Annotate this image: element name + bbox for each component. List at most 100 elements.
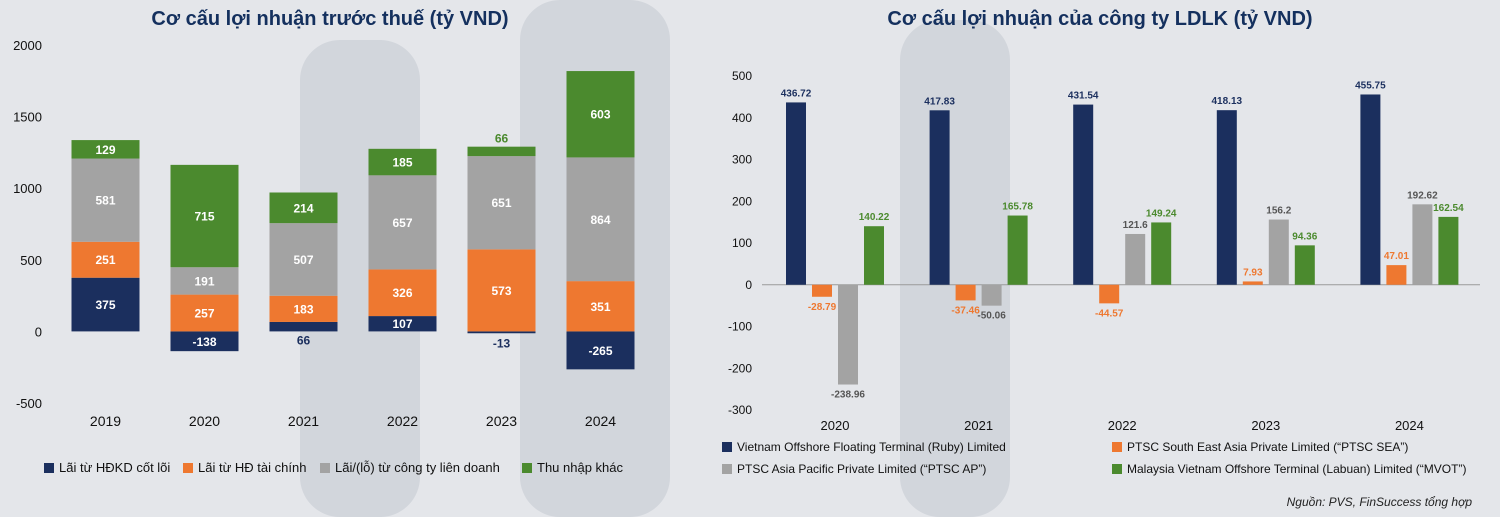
y-tick-label: 100 (732, 236, 752, 250)
bar (1242, 281, 1263, 285)
data-label: 107 (392, 317, 412, 331)
legend-swatch (522, 462, 532, 473)
left-legend-item: Thu nhập khác (522, 460, 623, 475)
right-chart-svg: -300 -200 -100 0 100 200 300 400 500 436.72 -28.79… (728, 69, 1480, 433)
left-chart-title: Cơ cấu lợi nhuận trước thuế (tỷ VND) (151, 8, 509, 30)
bar (812, 284, 832, 297)
bar (955, 284, 976, 301)
x-tick-label: 2024 (585, 413, 616, 429)
bar-segment (269, 321, 338, 332)
y-tick-label: 400 (732, 111, 752, 125)
bar-segment (467, 146, 536, 157)
data-label: 47.01 (1384, 251, 1409, 262)
bar (838, 284, 858, 385)
x-tick-label: 2022 (1108, 418, 1137, 433)
bar (1151, 222, 1172, 285)
data-label: 351 (590, 300, 610, 314)
legend-label: Thu nhập khác (537, 460, 624, 475)
left-legend: Lãi từ HĐKD cốt lõi Lãi từ HĐ tài chính … (0, 0, 660, 517)
y-tick-label: -500 (16, 396, 42, 411)
data-label: -37.46 (951, 305, 980, 316)
left-chart-panel: Cơ cấu lợi nhuận trước thuế (tỷ VND) -50… (0, 0, 660, 517)
data-label: 418.13 (1212, 96, 1243, 107)
data-label: 375 (95, 298, 115, 312)
x-tick-label: 2019 (90, 413, 121, 429)
bar (1386, 265, 1407, 285)
bar (1073, 104, 1094, 285)
bar-segment (71, 241, 140, 278)
data-label: -13 (493, 336, 511, 350)
data-label: 183 (293, 302, 313, 316)
x-tick-label: 2020 (821, 418, 850, 433)
y-tick-label: 200 (732, 194, 752, 208)
x-tick-label: 2023 (1251, 418, 1280, 433)
bar (1125, 233, 1146, 285)
legend-swatch (320, 462, 330, 473)
legend-swatch (722, 442, 732, 452)
bar (1412, 204, 1433, 285)
legend-label: PTSC Asia Pacific Private Limited (“PTSC… (737, 462, 987, 476)
data-label: -50.06 (977, 311, 1006, 322)
data-label: 507 (293, 253, 313, 267)
bar (1216, 110, 1237, 285)
bar-segment (71, 140, 140, 159)
bar (1438, 216, 1459, 285)
data-label: 192.62 (1407, 190, 1438, 201)
data-label: 455.75 (1355, 80, 1386, 91)
legend-swatch (1112, 464, 1122, 474)
data-label: 214 (293, 201, 313, 215)
bar-segment (566, 281, 635, 332)
bar-segment (467, 249, 536, 332)
x-tick-label: 2021 (964, 418, 993, 433)
legend-label: Vietnam Offshore Floating Terminal (Ruby… (737, 440, 1006, 454)
legend-label: PTSC South East Asia Private Limited (“P… (1127, 440, 1409, 454)
y-tick-label: 2000 (13, 38, 42, 53)
bar (1007, 215, 1028, 285)
bar-segment (269, 295, 338, 322)
bar (1099, 284, 1120, 304)
data-label: 603 (590, 108, 610, 122)
data-label: 7.93 (1243, 267, 1263, 278)
bar-segment (368, 148, 437, 176)
bar-segment (467, 156, 536, 250)
data-label: -138 (192, 335, 216, 349)
data-label: 651 (491, 196, 511, 210)
bar-segment (566, 157, 635, 282)
data-label: 715 (194, 210, 214, 224)
x-tick-label: 2023 (486, 413, 517, 429)
data-label: 251 (95, 253, 115, 267)
bar (929, 110, 950, 285)
y-tick-label: 0 (35, 324, 42, 339)
data-label: -44.57 (1095, 308, 1124, 319)
data-label: -238.96 (831, 390, 865, 401)
bar (1360, 94, 1381, 285)
right-legend-item: Vietnam Offshore Floating Terminal (Ruby… (722, 440, 1006, 454)
y-tick-label: -100 (728, 320, 752, 334)
x-tick-label: 2022 (387, 413, 418, 429)
bar-segment (368, 316, 437, 332)
left-legend-item: Lãi/(lỗ) từ công ty liên doanh (320, 460, 500, 475)
source-note: Nguồn: PVS, FinSuccess tổng hợp (1286, 495, 1472, 509)
bar-segment (170, 164, 239, 268)
left-legend-item: Lãi từ HĐKD cốt lõi (44, 460, 170, 475)
data-label: 165.78 (1002, 202, 1033, 213)
data-label: 581 (95, 194, 115, 208)
y-tick-label: 0 (745, 278, 752, 292)
bar-segment (71, 277, 140, 332)
background-silhouette (900, 20, 1010, 517)
bar-segment (566, 71, 635, 158)
bar-segment (71, 158, 140, 242)
bar-segment (170, 267, 239, 295)
data-label: 140.22 (859, 212, 890, 223)
bar-segment (170, 294, 239, 332)
bar-segment (269, 192, 338, 224)
legend-swatch (44, 462, 54, 473)
y-tick-label: 500 (20, 253, 42, 268)
data-label: 191 (194, 274, 214, 288)
legend-swatch (722, 464, 732, 474)
data-label: 185 (392, 156, 412, 170)
right-legend-item: Malaysia Vietnam Offshore Terminal (Labu… (1112, 462, 1466, 476)
bar (981, 284, 1002, 306)
left-legend-item: Lãi từ HĐ tài chính (183, 460, 306, 475)
x-tick-label: 2021 (288, 413, 319, 429)
